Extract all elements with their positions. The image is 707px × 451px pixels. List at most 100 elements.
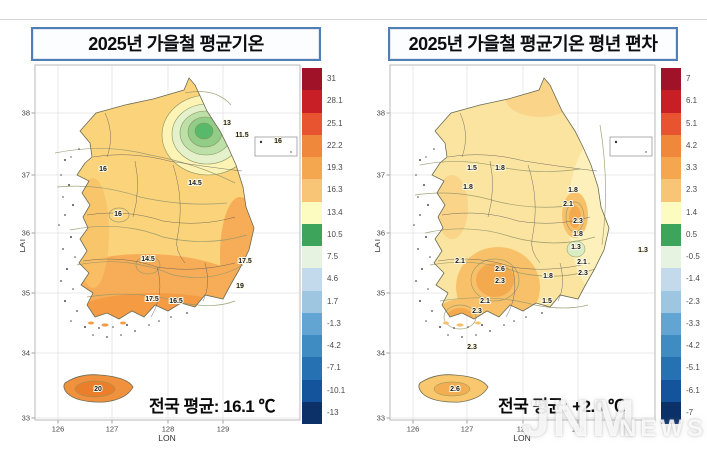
- colorbar-label: 25.1: [327, 118, 343, 128]
- temperature-map-left: 13 11.5 16 14.5 16 16 14.5 17.5 19 17.5 16.5 20 126…: [20, 64, 301, 443]
- colorbar-segment: [661, 90, 681, 113]
- x-tick-label: 127: [461, 425, 474, 434]
- colorbar-label: 1.4: [686, 207, 698, 217]
- contour-label: 1.5: [542, 298, 552, 305]
- colorbar-label: 2.3: [686, 185, 698, 195]
- colorbar-label: 13.4: [327, 207, 343, 217]
- y-tick-label: 36: [377, 229, 385, 238]
- contour-label: 1.8: [573, 231, 583, 238]
- y-tick-label: 38: [22, 109, 30, 118]
- x-axis-label: LON: [513, 433, 530, 443]
- colorbar-label: 10.5: [327, 229, 343, 239]
- colorbar-label: -7.1: [327, 363, 341, 373]
- contour-label: 2.3: [578, 270, 588, 277]
- x-axis-ticks: 126 127 128 129: [52, 420, 229, 434]
- colorbar-segment: [302, 68, 322, 91]
- colorbar-label: 6.1: [686, 96, 698, 106]
- colorbar-segment: [661, 268, 681, 291]
- colorbar-label: 3.3: [686, 163, 698, 173]
- y-tick-label: 37: [22, 171, 30, 180]
- anomaly-map-right: 1.5 1.8 1.8 1.8 2.1 2.3 1.8 1.3 1.3 2.1 2.6 2.3 1.8 2…: [375, 64, 656, 443]
- colorbar-segment: [661, 179, 681, 202]
- x-axis-label: LON: [158, 433, 175, 443]
- contour-label: 2.1: [480, 298, 490, 305]
- x-tick-label: 128: [162, 425, 175, 434]
- colorbar-label: -10.1: [327, 385, 346, 395]
- colorbar-label: 4.6: [327, 274, 339, 284]
- top-divider: [0, 19, 707, 20]
- plot-frame: [34, 64, 301, 421]
- contour-label-layer: 1.5 1.8 1.8 1.8 2.1 2.3 1.8 1.3 1.3 2.1 2.6 2.3 1.8 2…: [449, 164, 649, 394]
- colorbar-segment: [302, 357, 322, 380]
- colorbar-segment: [302, 335, 322, 358]
- national-average-right: 전국 평균: +2.0 ℃: [498, 397, 625, 416]
- contour-label: 1.8: [463, 184, 473, 191]
- colorbar-label: 1.7: [327, 296, 339, 306]
- contour-label: 17.5: [238, 258, 252, 265]
- colorbar-label: -1.3: [327, 318, 341, 328]
- x-tick-label: 129: [572, 425, 585, 434]
- colorbar-segment: [302, 268, 322, 291]
- plot-frame: [389, 64, 656, 421]
- colorbar-segment: [302, 246, 322, 269]
- y-axis-label: LAT: [20, 238, 27, 253]
- south-islet: [120, 321, 126, 325]
- colorbar-label: -3.3: [686, 318, 700, 328]
- colorbar-segment: [302, 379, 322, 402]
- y-axis-ticks: 38 37 36 35 34 33: [22, 109, 35, 423]
- contour-label: 2.1: [563, 201, 573, 208]
- colorbar-label: -4.2: [686, 341, 700, 351]
- contour-label: 2.3: [472, 308, 482, 315]
- contour-label: 1.8: [568, 187, 578, 194]
- colorbar-segment: [661, 246, 681, 269]
- contour-label: 16: [114, 211, 122, 218]
- contour-lines: [414, 124, 606, 330]
- contour-label: 1.8: [543, 273, 553, 280]
- colorbar-label: 28.1: [327, 96, 343, 106]
- colorbar-segment: [302, 90, 322, 113]
- contour-label: 16: [274, 138, 282, 145]
- contour-label: 2.3: [573, 218, 583, 225]
- ulleungdo-inset-box: [609, 136, 653, 157]
- temperature-colorbar: 31 28.1 25.1 22.2 19.3 16.3 13.4 10.5 7.5 4.6 1.7 -…: [302, 68, 345, 424]
- y-tick-label: 35: [377, 289, 385, 298]
- y-axis-label: LAT: [375, 238, 382, 253]
- colorbar-segment: [302, 201, 322, 224]
- colorbar-segment: [302, 312, 322, 335]
- y-tick-label: 33: [22, 414, 30, 423]
- contour-label: 1.8: [495, 165, 505, 172]
- y-tick-label: 34: [22, 349, 30, 358]
- colorbar-segment: [302, 179, 322, 202]
- y-axis-ticks: 38 37 36 35 34 33: [377, 109, 390, 423]
- contour-label: 14.5: [188, 180, 202, 187]
- contour-label: 2.1: [577, 259, 587, 266]
- south-islet: [443, 321, 449, 325]
- contour-label: 2.1: [455, 258, 465, 265]
- colorbar-segment: [661, 401, 681, 424]
- contour-label: 2.3: [495, 278, 505, 285]
- contour-label: 20: [94, 386, 102, 393]
- colorbar-segment: [661, 357, 681, 380]
- colorbar-segment: [661, 134, 681, 157]
- colorbar-segment: [302, 401, 322, 424]
- colorbar-segment: [302, 290, 322, 313]
- colorbar-label: 19.3: [327, 163, 343, 173]
- contour-label: 1.3: [571, 244, 581, 251]
- colorbar-label: -6.1: [686, 385, 700, 395]
- colorbar-label: 4.2: [686, 140, 698, 150]
- contour-label: 16: [99, 166, 107, 173]
- contour-label: 19: [236, 283, 244, 290]
- colorbar-label: 7: [686, 74, 691, 84]
- south-islet: [475, 321, 481, 325]
- y-tick-label: 36: [22, 229, 30, 238]
- colorbar-label: -4.2: [327, 341, 341, 351]
- contour-label: 2.6: [495, 266, 505, 273]
- ulleungdo-inset-box: [254, 136, 298, 157]
- y-tick-label: 33: [377, 414, 385, 423]
- x-tick-label: 128: [517, 425, 530, 434]
- south-islet: [101, 323, 109, 327]
- contour-label: 16.5: [169, 298, 183, 305]
- colorbar-label: -13: [327, 407, 339, 417]
- colorbar-label: -7: [686, 407, 694, 417]
